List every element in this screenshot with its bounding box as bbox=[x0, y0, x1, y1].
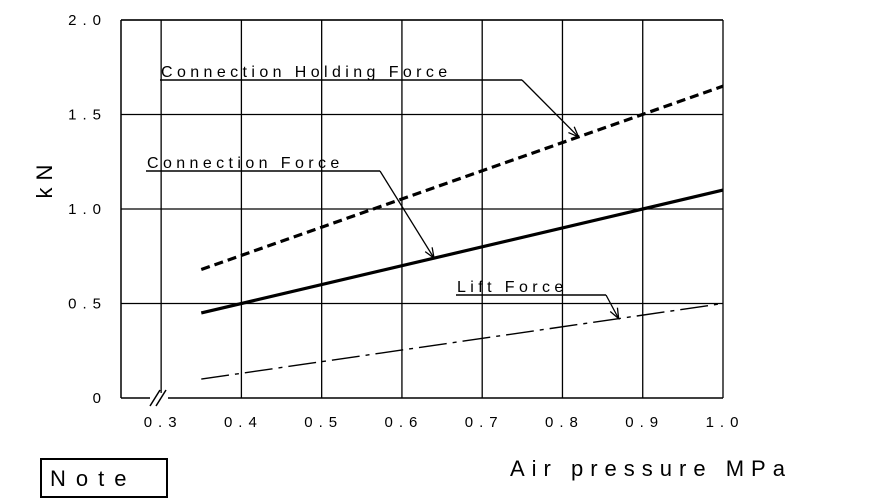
axis-break-mark-a bbox=[149, 389, 161, 407]
x-axis-title: Air pressure MPa bbox=[510, 456, 792, 481]
x-tick-label-6: 0.9 bbox=[625, 414, 664, 431]
series-label-0: Connection Holding Force bbox=[161, 64, 452, 81]
plot-frame bbox=[120, 19, 723, 407]
tick-labels: 0.3 0.4 0.5 0.6 0.7 0.8 0.9 1.0 0 0.5 1.0 1.5 2.0 bbox=[68, 12, 745, 431]
axis-break-mark-b bbox=[155, 389, 167, 407]
x-tick-label-7: 1.0 bbox=[706, 414, 745, 431]
y-tick-label-2: 1.0 bbox=[68, 201, 107, 218]
y-tick-label-0: 0 bbox=[93, 390, 107, 407]
series-label-2: Lift Force bbox=[457, 279, 568, 296]
series-label-1: Connection Force bbox=[147, 155, 344, 172]
y-tick-label-1: 0.5 bbox=[68, 296, 107, 313]
x-tick-label-1: 0.4 bbox=[224, 414, 263, 431]
leader-arrow-1 bbox=[424, 247, 435, 260]
leader-line-2 bbox=[605, 294, 620, 319]
leader-line-1 bbox=[379, 170, 435, 259]
leader-arrow-2 bbox=[609, 307, 620, 321]
x-tick-label-4: 0.7 bbox=[465, 414, 504, 431]
series-line-2 bbox=[201, 302, 724, 380]
series-lines bbox=[200, 84, 724, 380]
x-tick-label-0: 0.3 bbox=[144, 414, 183, 431]
x-tick-label-2: 0.5 bbox=[304, 414, 343, 431]
series-line-0 bbox=[200, 84, 724, 271]
x-tick-label-5: 0.8 bbox=[545, 414, 584, 431]
axis-titles: Air pressure MPa kN bbox=[32, 158, 792, 481]
y-axis-title: kN bbox=[32, 158, 57, 199]
leader-line-0 bbox=[521, 79, 579, 138]
leader-arrow-0 bbox=[568, 126, 580, 139]
annotations: Connection Holding Force Connection Force… bbox=[146, 64, 620, 321]
chart: Connection Holding Force Connection Force… bbox=[32, 12, 792, 481]
series-line-1 bbox=[200, 188, 724, 315]
y-tick-label-4: 2.0 bbox=[68, 12, 107, 29]
axis-break-gap bbox=[150, 393, 168, 403]
x-tick-label-3: 0.6 bbox=[385, 414, 424, 431]
y-tick-label-3: 1.5 bbox=[68, 107, 107, 124]
note-box: Note bbox=[40, 458, 168, 498]
note-label: Note bbox=[50, 466, 137, 491]
